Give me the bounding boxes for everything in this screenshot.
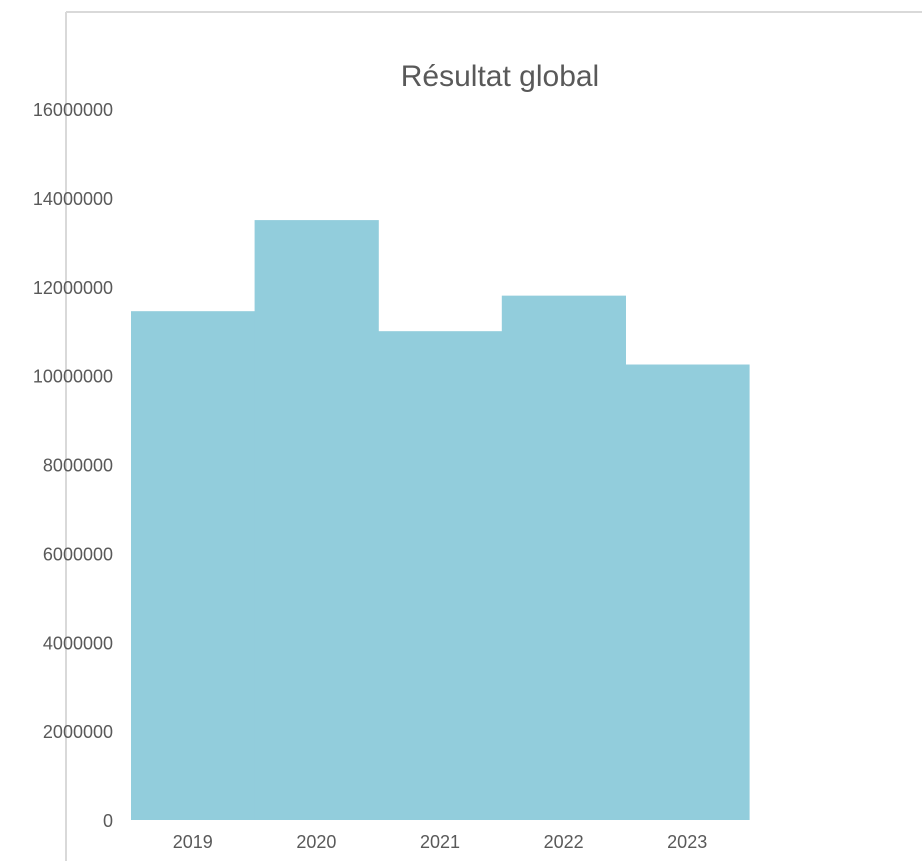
bar-2020 [254,220,379,821]
x-tick-label: 2019 [173,832,213,852]
y-tick-label: 0 [103,811,113,831]
x-tick-label: 2021 [420,832,460,852]
y-tick-labels: 0 2000000 4000000 6000000 8000000 10000000 120… [33,100,113,831]
y-tick-label: 14000000 [33,189,113,209]
x-tick-labels: 2019 2020 2021 2022 2023 [173,832,707,852]
y-tick-label: 8000000 [43,456,113,476]
y-tick-label: 12000000 [33,278,113,298]
x-tick-label: 2022 [544,832,584,852]
y-tick-label: 4000000 [43,633,113,653]
y-tick-label: 6000000 [43,544,113,564]
bar-2023 [625,364,750,820]
bar-2019 [131,311,256,820]
y-tick-label: 16000000 [33,100,113,120]
y-tick-label: 10000000 [33,367,113,387]
x-tick-label: 2023 [667,832,707,852]
x-tick-label: 2020 [296,832,336,852]
bar-2021 [378,331,503,820]
chart-title: Résultat global [401,60,599,93]
bars-group [131,220,750,821]
y-tick-label: 2000000 [43,722,113,742]
bar-2022 [501,295,626,820]
